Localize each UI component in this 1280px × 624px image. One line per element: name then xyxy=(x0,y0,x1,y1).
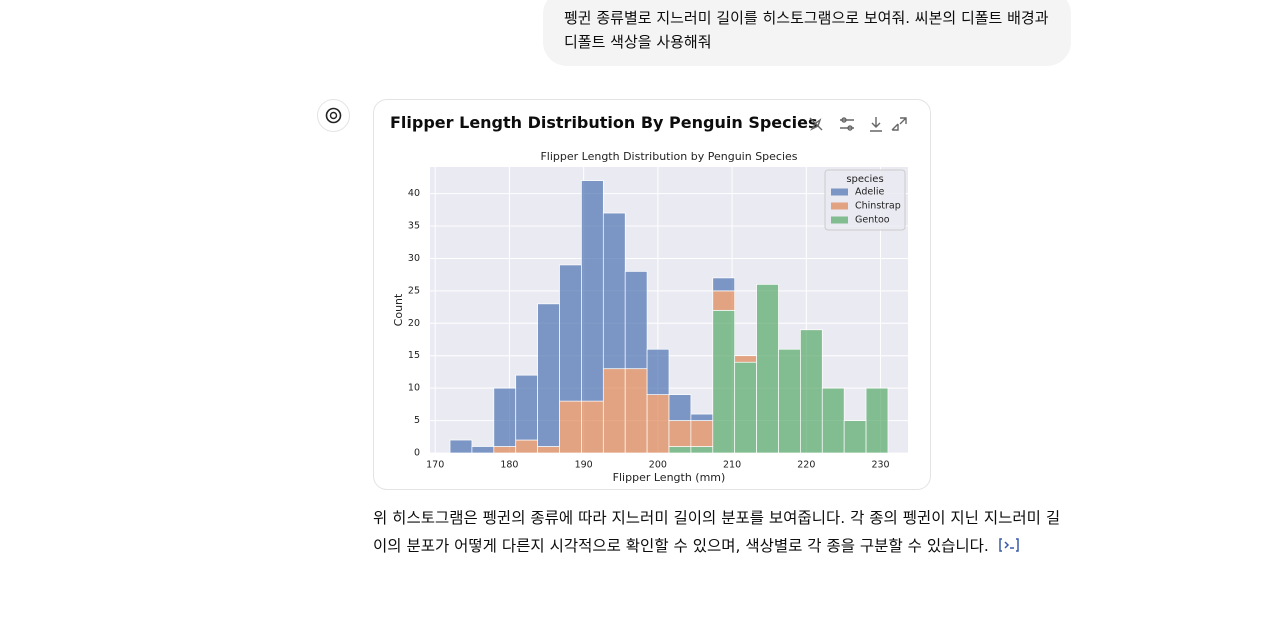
histogram-bar xyxy=(712,290,736,311)
histogram-bar xyxy=(690,420,714,447)
histogram-bar xyxy=(537,446,560,454)
y-axis-label: Count xyxy=(392,293,405,326)
histogram-bar xyxy=(712,309,736,454)
legend-swatch xyxy=(831,188,848,196)
settings-button[interactable] xyxy=(840,117,854,131)
legend-title: species xyxy=(846,174,883,185)
histogram-bar xyxy=(515,374,538,441)
download-button[interactable] xyxy=(870,117,882,132)
histogram-bar xyxy=(646,394,670,454)
histogram-bar xyxy=(668,420,692,447)
legend-label: Adelie xyxy=(855,187,884,198)
y-tick-label: 30 xyxy=(408,253,420,264)
legend-box xyxy=(824,169,906,231)
x-tick-label: 190 xyxy=(575,460,593,471)
histogram-bar xyxy=(559,264,582,402)
histogram-bar xyxy=(712,277,736,292)
x-tick-label: 210 xyxy=(723,460,741,471)
histogram-bar xyxy=(493,446,517,454)
x-tick-label: 170 xyxy=(426,460,444,471)
legend-label: Chinstrap xyxy=(855,201,901,212)
chart-card xyxy=(373,99,931,490)
card-title: Flipper Length Distribution By Penguin S… xyxy=(390,113,818,132)
legend-swatch xyxy=(831,216,848,224)
x-tick-label: 220 xyxy=(797,460,815,471)
x-tick-label: 230 xyxy=(871,460,889,471)
y-tick-label: 15 xyxy=(408,350,420,361)
legend-swatch xyxy=(831,202,848,210)
histogram-bar xyxy=(800,329,823,454)
histogram-bar xyxy=(690,413,714,421)
histogram-bar xyxy=(668,394,692,421)
histogram-bar xyxy=(843,420,867,454)
y-tick-label: 35 xyxy=(408,221,420,232)
histogram-bar xyxy=(493,387,517,447)
user-message: 펭귄 종류별로 지느러미 길이를 히스토그램으로 보여줘. 씨본의 디폴트 배경… xyxy=(543,0,1071,66)
y-tick-label: 40 xyxy=(408,188,420,199)
chart-title: Flipper Length Distribution by Penguin S… xyxy=(540,150,797,163)
y-tick-label: 0 xyxy=(414,448,420,459)
histogram-bar xyxy=(602,368,626,454)
histogram-bar xyxy=(471,446,495,454)
histogram-bar xyxy=(865,387,889,454)
response-paragraph: 위 히스토그램은 펭귄의 종류에 따라 지느러미 길이의 분포를 보여줍니다. … xyxy=(373,509,1061,555)
y-tick-label: 5 xyxy=(414,415,420,426)
histogram-bar xyxy=(778,348,801,454)
histogram-bar xyxy=(756,284,779,454)
histogram-bar xyxy=(449,439,473,454)
histogram-bar xyxy=(646,348,670,395)
code-view-button[interactable] xyxy=(998,537,1020,553)
assistant-avatar xyxy=(317,99,350,132)
response-text: 위 히스토그램은 펭귄의 종류에 따라 지느러미 길이의 분포를 보여줍니다. … xyxy=(373,505,1073,560)
expand-button[interactable] xyxy=(891,117,907,131)
histogram-bar xyxy=(559,400,582,454)
y-tick-label: 20 xyxy=(408,318,420,329)
histogram-bar xyxy=(668,446,692,454)
y-tick-label: 10 xyxy=(408,383,420,394)
interactive-toggle[interactable] xyxy=(809,117,823,131)
histogram-bar xyxy=(515,439,538,454)
x-axis-label: Flipper Length (mm) xyxy=(613,471,726,484)
card-toolbar xyxy=(809,117,907,132)
histogram-bar xyxy=(602,212,626,370)
legend-label: Gentoo xyxy=(855,215,890,226)
histogram-bar xyxy=(690,446,714,454)
histogram-bar xyxy=(581,180,604,402)
x-tick-label: 200 xyxy=(649,460,667,471)
x-tick-label: 180 xyxy=(500,460,518,471)
histogram-bar xyxy=(624,368,648,454)
histogram-bar xyxy=(537,303,560,447)
histogram-bar xyxy=(581,400,604,454)
histogram-bar xyxy=(821,387,845,454)
histogram-bar xyxy=(734,361,757,454)
y-tick-label: 25 xyxy=(408,285,420,296)
histogram-bar xyxy=(734,355,757,363)
histogram-bar xyxy=(624,271,648,370)
